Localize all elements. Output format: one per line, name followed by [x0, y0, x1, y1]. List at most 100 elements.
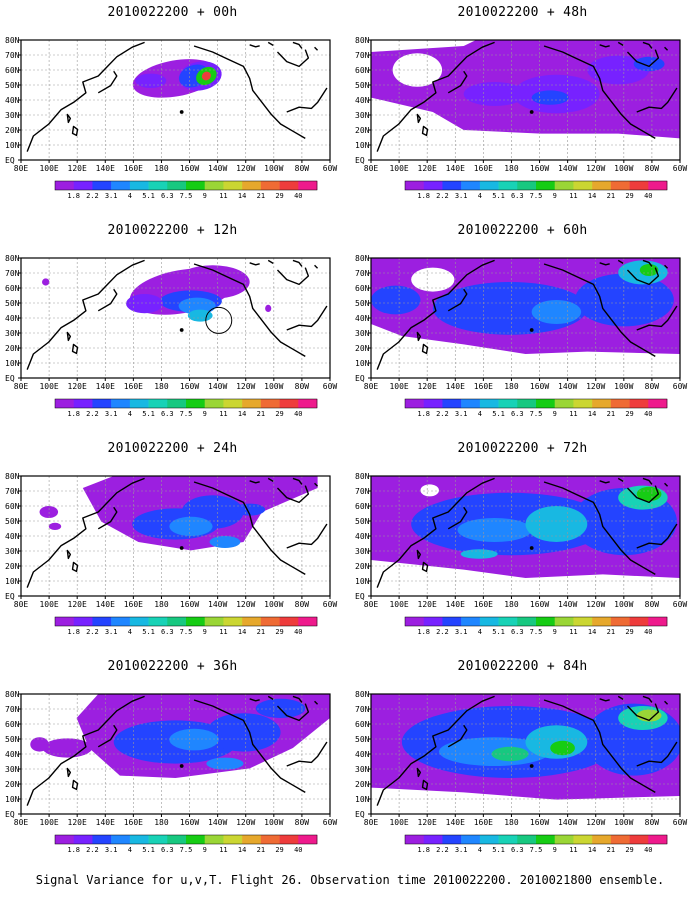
- lon-tick-label: 100E: [389, 600, 408, 609]
- coastline: [626, 703, 660, 722]
- coastline: [26, 259, 145, 370]
- lat-tick-label: EQ: [355, 156, 365, 165]
- gridlines: [21, 40, 330, 160]
- forecast-panel-72h: 2010022200 + 72h EQ 10N 20N 30N 40N 50N 60N 70N…: [355, 438, 690, 648]
- lon-tick-label: 180: [154, 818, 169, 827]
- gridlines: [371, 476, 680, 596]
- coastline: [416, 331, 422, 342]
- colorbar-swatch: [298, 835, 318, 844]
- signal-region: [531, 90, 569, 105]
- colorbar-level-label: 3.1: [104, 846, 118, 854]
- lon-tick-label: 80W: [645, 600, 660, 609]
- colorbar-level-label: 9: [552, 410, 557, 418]
- lat-tick-label: EQ: [5, 810, 15, 819]
- figure-caption: Signal Variance for u,v,T. Flight 26. Ob…: [35, 873, 665, 887]
- lat-tick-label: 20N: [5, 562, 20, 571]
- colorbar-swatch: [405, 617, 425, 626]
- lon-tick-label: 160W: [530, 818, 549, 827]
- colorbar-swatch: [517, 399, 537, 408]
- lat-tick-label: 70N: [355, 705, 370, 714]
- lat-tick-label: 50N: [355, 517, 370, 526]
- colorbar-swatch: [479, 399, 499, 408]
- lat-tick-label: 30N: [355, 765, 370, 774]
- lat-tick-label: EQ: [5, 374, 15, 383]
- lon-tick-label: 160W: [180, 382, 199, 391]
- lat-tick-label: 60N: [355, 502, 370, 511]
- colorbar-swatch: [55, 399, 75, 408]
- colorbar-swatch: [260, 617, 280, 626]
- lon-tick-label: 160W: [530, 382, 549, 391]
- panel-title: 2010022200 + 36h: [107, 659, 238, 674]
- lat-tick-label: 80N: [5, 472, 20, 481]
- colorbar-swatch: [260, 835, 280, 844]
- lat-tick-label: 20N: [5, 126, 20, 135]
- lat-tick-label: 80N: [355, 254, 370, 263]
- colorbar-swatch: [279, 399, 299, 408]
- lon-tick-label: 140W: [558, 382, 577, 391]
- colorbar-level-label: 4: [477, 410, 482, 418]
- coastline: [543, 481, 656, 576]
- colorbar-level-label: 7.5: [179, 846, 193, 854]
- lat-tick-label: 10N: [5, 141, 20, 150]
- no-signal-region: [392, 53, 443, 87]
- colorbar-level-label: 1.8: [67, 846, 81, 854]
- colorbar-swatch: [554, 835, 574, 844]
- colorbar-level-label: 9: [552, 846, 557, 854]
- coastline: [599, 695, 669, 705]
- colorbar-level-label: 14: [587, 410, 597, 418]
- colorbar-level-label: 21: [606, 846, 616, 854]
- colorbar-level-label: 5.1: [142, 192, 155, 200]
- colorbar-swatch: [111, 399, 131, 408]
- lat-tick-label: 30N: [5, 765, 20, 774]
- lon-tick-label: 80W: [645, 382, 660, 391]
- colorbar-level-label: 5.1: [492, 192, 505, 200]
- colorbar-level-label: 9: [202, 846, 207, 854]
- coastline: [66, 113, 72, 124]
- coastline: [66, 767, 72, 778]
- lat-tick-label: 60N: [355, 720, 370, 729]
- signal-region: [187, 309, 213, 322]
- signal-region: [42, 738, 93, 758]
- colorbar-swatch: [92, 399, 112, 408]
- panel-title: 2010022200 + 24h: [107, 441, 238, 456]
- lat-tick-label: 30N: [355, 329, 370, 338]
- coastline: [543, 263, 656, 358]
- lon-tick-label: 120E: [68, 600, 87, 609]
- variance-map: EQ 10N 20N 30N 40N 50N 60N 70N 80N 80E 100E 120E 140…: [355, 254, 687, 391]
- lon-tick-label: 120W: [236, 382, 255, 391]
- lon-tick-label: 180: [504, 600, 519, 609]
- colorbar-swatch: [423, 399, 443, 408]
- colorbar: [404, 834, 668, 845]
- colorbar-swatch: [498, 399, 518, 408]
- lat-tick-label: 70N: [5, 487, 20, 496]
- coastline: [447, 724, 468, 748]
- colorbar-swatch: [573, 399, 593, 408]
- coastline: [636, 87, 678, 113]
- island: [529, 328, 534, 332]
- lon-tick-label: 160W: [180, 600, 199, 609]
- colorbar-swatch: [242, 399, 262, 408]
- coastline: [97, 724, 118, 748]
- colorbar-swatch: [55, 835, 75, 844]
- coastline: [249, 695, 319, 705]
- coastline: [97, 70, 118, 94]
- colorbar-swatch: [479, 835, 499, 844]
- colorbar-level-label: 29: [625, 410, 634, 418]
- colorbar-level-label: 40: [644, 846, 653, 854]
- colorbar-level-label: 6.3: [510, 846, 524, 854]
- colorbar-frame: [54, 834, 318, 845]
- colorbar-level-label: 7.5: [179, 628, 193, 636]
- lat-tick-label: 80N: [355, 36, 370, 45]
- coastline: [193, 481, 306, 576]
- colorbar-level-label: 14: [587, 628, 597, 636]
- colorbar-level-label: 14: [237, 628, 247, 636]
- coastline: [626, 267, 660, 286]
- signal-region: [42, 278, 50, 286]
- lat-tick-label: 40N: [355, 96, 370, 105]
- colorbar-level-label: 3.1: [104, 192, 118, 200]
- colorbar-level-label: 2.2: [436, 846, 449, 854]
- coastline: [636, 523, 678, 549]
- signal-region: [169, 728, 219, 751]
- colorbar-swatch: [536, 399, 556, 408]
- lat-tick-label: 30N: [355, 547, 370, 556]
